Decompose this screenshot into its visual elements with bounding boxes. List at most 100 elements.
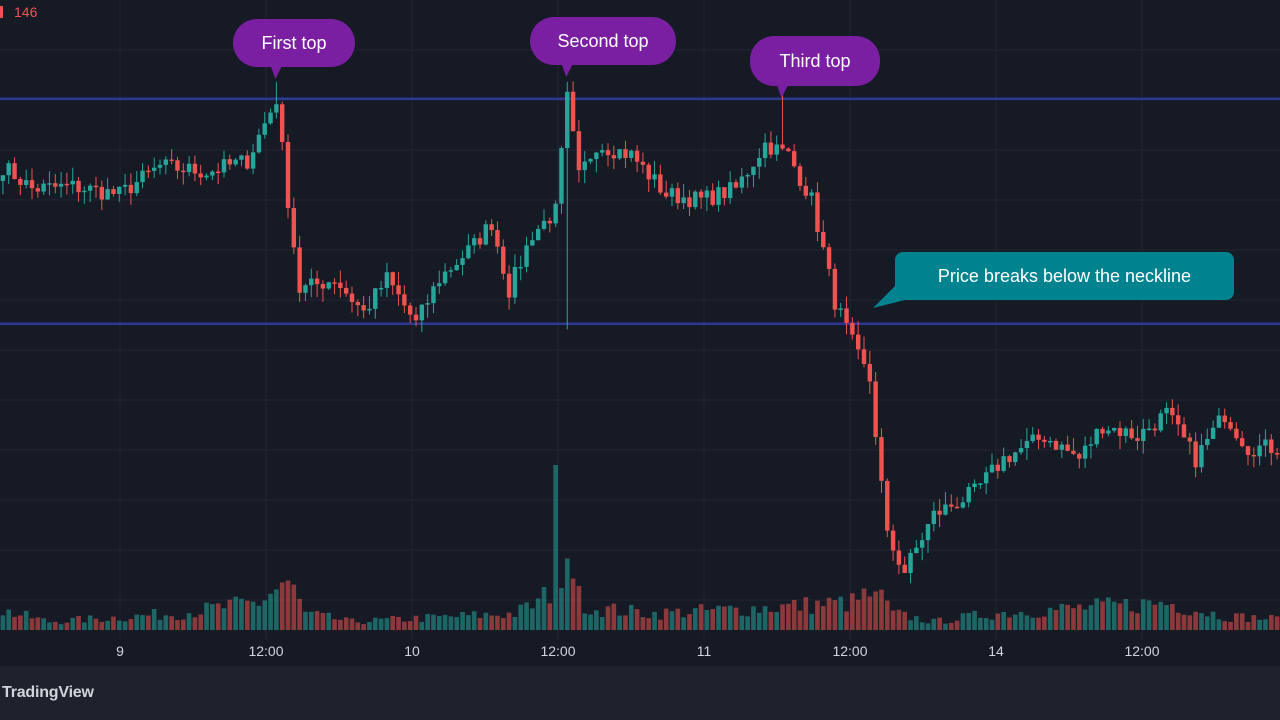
candle-body	[1146, 428, 1152, 431]
price-chart[interactable]: 9 12:00 10 12:00 11 12:00 14 12:00 First top Sec…	[0, 0, 1280, 666]
candle-body	[733, 182, 739, 188]
candle	[960, 496, 966, 509]
volume-bar	[18, 615, 23, 630]
candle	[1193, 432, 1198, 478]
volume-bar	[1100, 601, 1105, 630]
volume-bar	[692, 608, 698, 630]
candle	[599, 143, 605, 157]
candle-body	[1077, 453, 1082, 459]
candle-body	[6, 163, 11, 176]
candle-body	[140, 170, 145, 183]
candle	[274, 81, 279, 119]
candle-body	[669, 188, 675, 197]
candle-body	[1111, 427, 1117, 431]
candle	[6, 160, 11, 184]
candle	[268, 108, 273, 125]
candle-body	[972, 483, 977, 487]
candle	[18, 176, 23, 196]
candle-body	[803, 185, 809, 196]
candle-body	[256, 134, 262, 153]
candle-body	[605, 150, 611, 156]
volume-bar	[12, 616, 17, 630]
candle-body	[547, 220, 553, 224]
candle-body	[867, 363, 873, 382]
callout-first-top: First top	[233, 19, 355, 79]
candle	[629, 149, 634, 162]
candle	[570, 81, 576, 132]
candle-body	[489, 224, 494, 231]
candle-body	[64, 183, 70, 186]
candle-body	[250, 152, 256, 169]
candle-body	[303, 285, 308, 293]
candle-body	[1228, 422, 1233, 429]
volume-bar	[250, 601, 256, 630]
candle-body	[29, 180, 35, 189]
candle	[1047, 436, 1053, 448]
volume-bar	[978, 617, 983, 630]
candle	[844, 296, 849, 335]
candle	[1228, 416, 1233, 431]
volume-bar	[320, 612, 326, 630]
candle	[425, 294, 430, 318]
candle-body	[1001, 456, 1006, 471]
candle	[390, 271, 395, 295]
candle	[722, 186, 727, 206]
candle	[1007, 454, 1012, 468]
candle-body	[105, 189, 110, 200]
candle-body	[780, 144, 785, 149]
candle-body	[1152, 428, 1158, 431]
candle	[64, 172, 70, 195]
candle-body	[681, 197, 686, 204]
volume-bar	[884, 600, 890, 630]
candle-body	[338, 282, 343, 288]
volume-bar	[1187, 615, 1193, 630]
volume-bar	[1152, 604, 1158, 630]
candle	[1018, 439, 1024, 455]
candle-body	[640, 161, 646, 165]
candle-body	[477, 238, 483, 245]
candle	[791, 144, 797, 168]
volume-bar	[844, 611, 849, 630]
volume-bar	[960, 613, 966, 630]
volume-bar	[989, 619, 995, 630]
volume-bar	[361, 624, 366, 630]
candle	[210, 169, 215, 181]
candle-body	[949, 504, 954, 507]
candle	[803, 177, 809, 200]
candle-body	[111, 189, 116, 194]
volume-bar	[105, 620, 110, 630]
volume-bar	[1018, 611, 1024, 630]
candle-body	[309, 278, 314, 286]
volume-bar	[1140, 599, 1146, 630]
candle	[192, 155, 198, 182]
candle-body	[402, 294, 407, 306]
volume-bar	[111, 616, 116, 630]
candle	[995, 458, 1001, 479]
candle-body	[629, 150, 634, 158]
candle	[1175, 404, 1181, 436]
candle-body	[431, 286, 436, 304]
candle	[297, 235, 302, 303]
tradingview-logo-text[interactable]: TradingView	[2, 684, 94, 701]
volume-bar	[1036, 617, 1041, 630]
volume-bar	[553, 465, 558, 630]
candle	[698, 189, 704, 209]
candle	[1164, 402, 1169, 425]
volume-bar	[175, 620, 180, 630]
candle-body	[1088, 444, 1094, 446]
chart-area[interactable]: 9 12:00 10 12:00 11 12:00 14 12:00 First top Sec…	[0, 0, 1280, 666]
candle	[524, 236, 529, 273]
volume-bar	[1117, 603, 1123, 630]
candle-body	[1245, 446, 1251, 455]
candle	[82, 186, 87, 204]
candle	[1216, 408, 1222, 428]
candle-body	[314, 278, 320, 285]
volume-bar	[6, 609, 12, 630]
candle	[361, 295, 366, 319]
candle-body	[442, 271, 448, 284]
candle	[786, 147, 791, 152]
volume-bar	[1047, 607, 1053, 630]
candle	[186, 156, 192, 177]
volume-bar	[948, 622, 954, 630]
volume-bar	[1146, 600, 1152, 630]
